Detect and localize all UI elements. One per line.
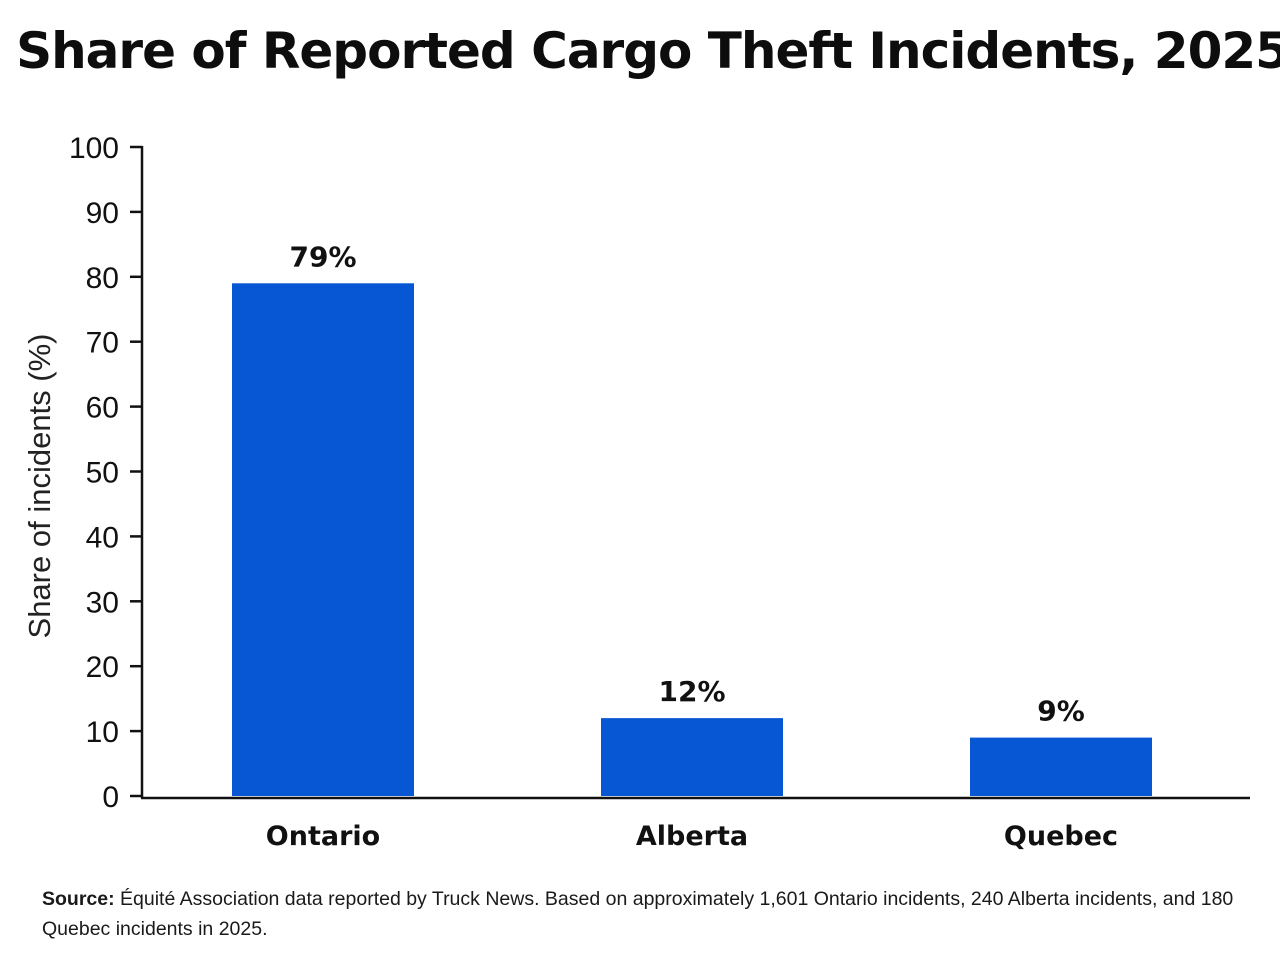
source-text: Équité Association data reported by Truc… bbox=[42, 888, 1234, 940]
y-tick-label: 30 bbox=[86, 586, 119, 619]
bar-chart: 0 10 20 30 40 50 60 70 80 90 100 79% 12% 9% Ontario A… bbox=[22, 132, 1250, 852]
source-note: Source: Équité Association data reported… bbox=[42, 884, 1257, 944]
x-tick-label-alberta: Alberta bbox=[636, 821, 748, 852]
y-tick-label: 100 bbox=[69, 132, 119, 165]
bar-quebec bbox=[970, 737, 1152, 796]
y-tick-label: 40 bbox=[86, 521, 119, 554]
bar-alberta bbox=[601, 718, 783, 796]
bars bbox=[232, 283, 1152, 796]
bar-ontario bbox=[232, 283, 414, 796]
y-axis-title: Share of incidents (%) bbox=[22, 334, 57, 639]
source-prefix: Source: bbox=[42, 888, 115, 910]
y-tick-label: 90 bbox=[86, 197, 119, 230]
y-tick-label: 50 bbox=[86, 457, 119, 490]
y-tick-label: 10 bbox=[86, 716, 119, 749]
chart-title: Share of Reported Cargo Theft Incidents,… bbox=[16, 22, 1280, 80]
y-tick-label: 80 bbox=[86, 262, 119, 295]
x-tick-label-ontario: Ontario bbox=[266, 821, 380, 852]
data-label-alberta: 12% bbox=[658, 675, 725, 708]
data-labels: 79% 12% 9% bbox=[289, 240, 1084, 727]
y-tick-label: 20 bbox=[86, 651, 119, 684]
x-axis-labels: Ontario Alberta Quebec bbox=[266, 821, 1118, 852]
y-tick-label: 60 bbox=[86, 392, 119, 425]
x-tick-label-quebec: Quebec bbox=[1004, 821, 1118, 852]
y-tick-label: 0 bbox=[102, 781, 119, 814]
y-tick-label: 70 bbox=[86, 327, 119, 360]
y-axis-ticks: 0 10 20 30 40 50 60 70 80 90 100 bbox=[69, 132, 142, 814]
data-label-quebec: 9% bbox=[1037, 695, 1085, 728]
data-label-ontario: 79% bbox=[289, 240, 356, 273]
